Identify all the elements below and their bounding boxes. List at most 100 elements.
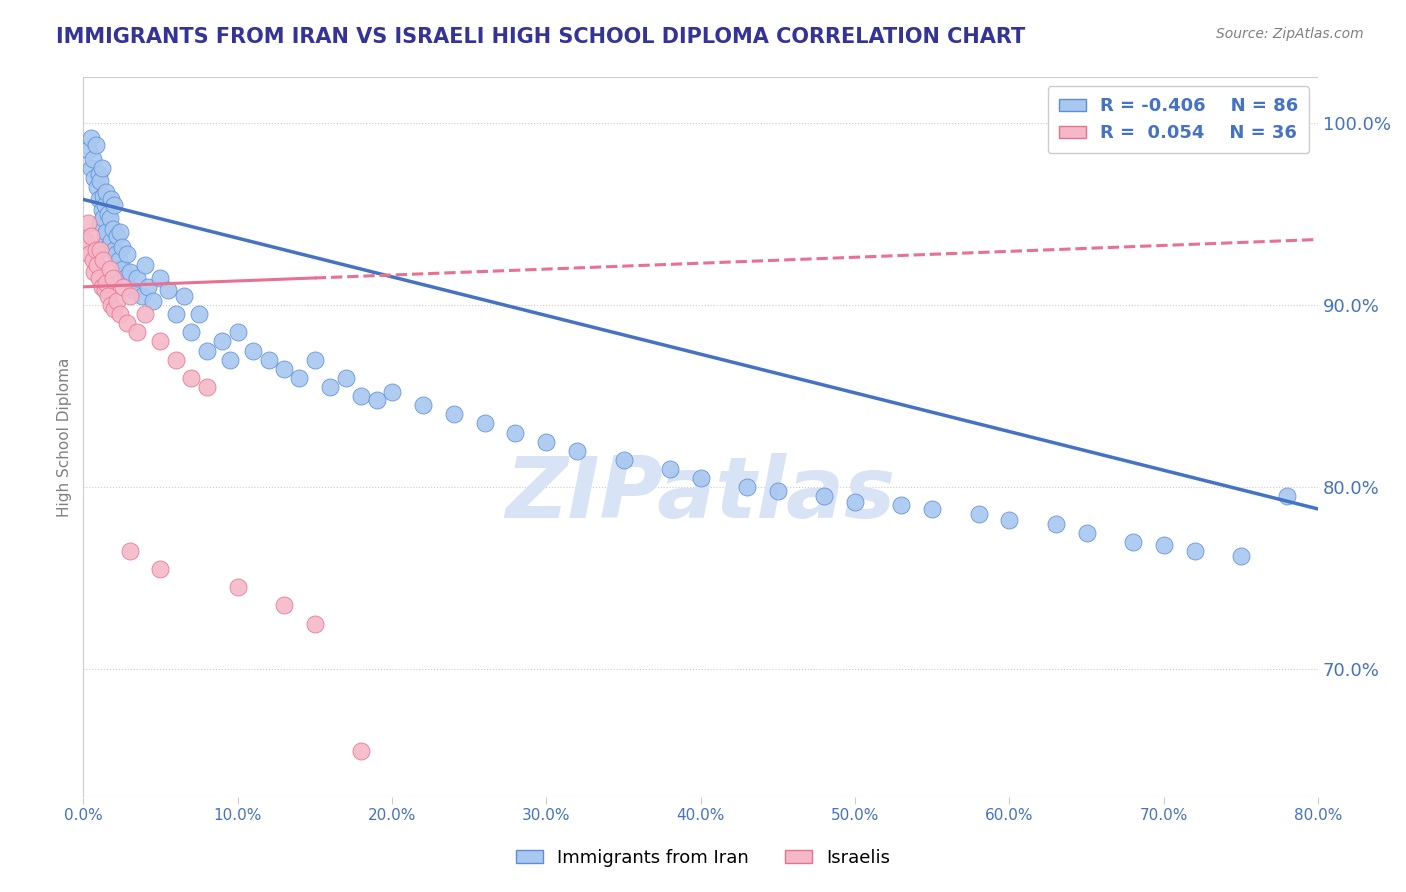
- Point: [103, 244, 125, 258]
- Point: [766, 483, 789, 498]
- Point: [96, 276, 118, 290]
- Point: [149, 562, 172, 576]
- Legend: Immigrants from Iran, Israelis: Immigrants from Iran, Israelis: [509, 842, 897, 874]
- Point: [111, 240, 134, 254]
- Point: [79, 247, 101, 261]
- Point: [335, 371, 357, 385]
- Point: [112, 261, 135, 276]
- Point: [350, 389, 373, 403]
- Point: [80, 161, 103, 176]
- Point: [100, 193, 122, 207]
- Point: [101, 221, 124, 235]
- Point: [180, 326, 202, 340]
- Point: [242, 343, 264, 358]
- Point: [114, 270, 136, 285]
- Point: [110, 225, 132, 239]
- Point: [97, 240, 120, 254]
- Point: [127, 270, 149, 285]
- Point: [86, 258, 108, 272]
- Point: [443, 407, 465, 421]
- Point: [86, 179, 108, 194]
- Point: [84, 244, 107, 258]
- Point: [100, 235, 122, 249]
- Point: [93, 252, 115, 267]
- Point: [127, 326, 149, 340]
- Point: [118, 265, 141, 279]
- Point: [82, 252, 104, 267]
- Point: [257, 352, 280, 367]
- Point: [87, 193, 110, 207]
- Point: [105, 228, 128, 243]
- Point: [1184, 544, 1206, 558]
- Point: [107, 252, 129, 267]
- Legend: R = -0.406    N = 86, R =  0.054    N = 36: R = -0.406 N = 86, R = 0.054 N = 36: [1047, 87, 1309, 153]
- Point: [689, 471, 711, 485]
- Point: [226, 580, 249, 594]
- Point: [173, 289, 195, 303]
- Point: [115, 247, 138, 261]
- Point: [612, 452, 634, 467]
- Point: [100, 298, 122, 312]
- Point: [103, 301, 125, 316]
- Point: [82, 153, 104, 167]
- Point: [1122, 534, 1144, 549]
- Point: [735, 480, 758, 494]
- Point: [1045, 516, 1067, 531]
- Point: [134, 258, 156, 272]
- Point: [165, 307, 187, 321]
- Point: [813, 489, 835, 503]
- Point: [87, 167, 110, 181]
- Point: [188, 307, 211, 321]
- Point: [89, 216, 111, 230]
- Point: [80, 130, 103, 145]
- Point: [87, 270, 110, 285]
- Point: [94, 228, 117, 243]
- Y-axis label: High School Diploma: High School Diploma: [58, 358, 72, 516]
- Point: [77, 143, 100, 157]
- Text: Source: ZipAtlas.com: Source: ZipAtlas.com: [1216, 27, 1364, 41]
- Point: [101, 270, 124, 285]
- Point: [366, 392, 388, 407]
- Point: [381, 385, 404, 400]
- Point: [77, 216, 100, 230]
- Point: [83, 170, 105, 185]
- Point: [149, 334, 172, 349]
- Point: [536, 434, 558, 449]
- Point: [96, 185, 118, 199]
- Point: [84, 137, 107, 152]
- Point: [118, 544, 141, 558]
- Point: [350, 744, 373, 758]
- Point: [180, 371, 202, 385]
- Point: [319, 380, 342, 394]
- Point: [226, 326, 249, 340]
- Point: [90, 280, 112, 294]
- Point: [97, 207, 120, 221]
- Point: [304, 616, 326, 631]
- Point: [90, 161, 112, 176]
- Point: [165, 352, 187, 367]
- Point: [112, 280, 135, 294]
- Point: [474, 417, 496, 431]
- Point: [98, 211, 121, 225]
- Point: [157, 284, 180, 298]
- Point: [1076, 525, 1098, 540]
- Point: [118, 289, 141, 303]
- Point: [142, 294, 165, 309]
- Point: [89, 244, 111, 258]
- Point: [890, 499, 912, 513]
- Point: [149, 270, 172, 285]
- Point: [1230, 549, 1253, 564]
- Point: [1277, 489, 1299, 503]
- Point: [134, 307, 156, 321]
- Point: [93, 211, 115, 225]
- Point: [83, 265, 105, 279]
- Point: [273, 599, 295, 613]
- Point: [921, 502, 943, 516]
- Point: [104, 247, 127, 261]
- Point: [505, 425, 527, 440]
- Point: [96, 225, 118, 239]
- Point: [273, 361, 295, 376]
- Point: [121, 284, 143, 298]
- Point: [195, 343, 218, 358]
- Point: [110, 307, 132, 321]
